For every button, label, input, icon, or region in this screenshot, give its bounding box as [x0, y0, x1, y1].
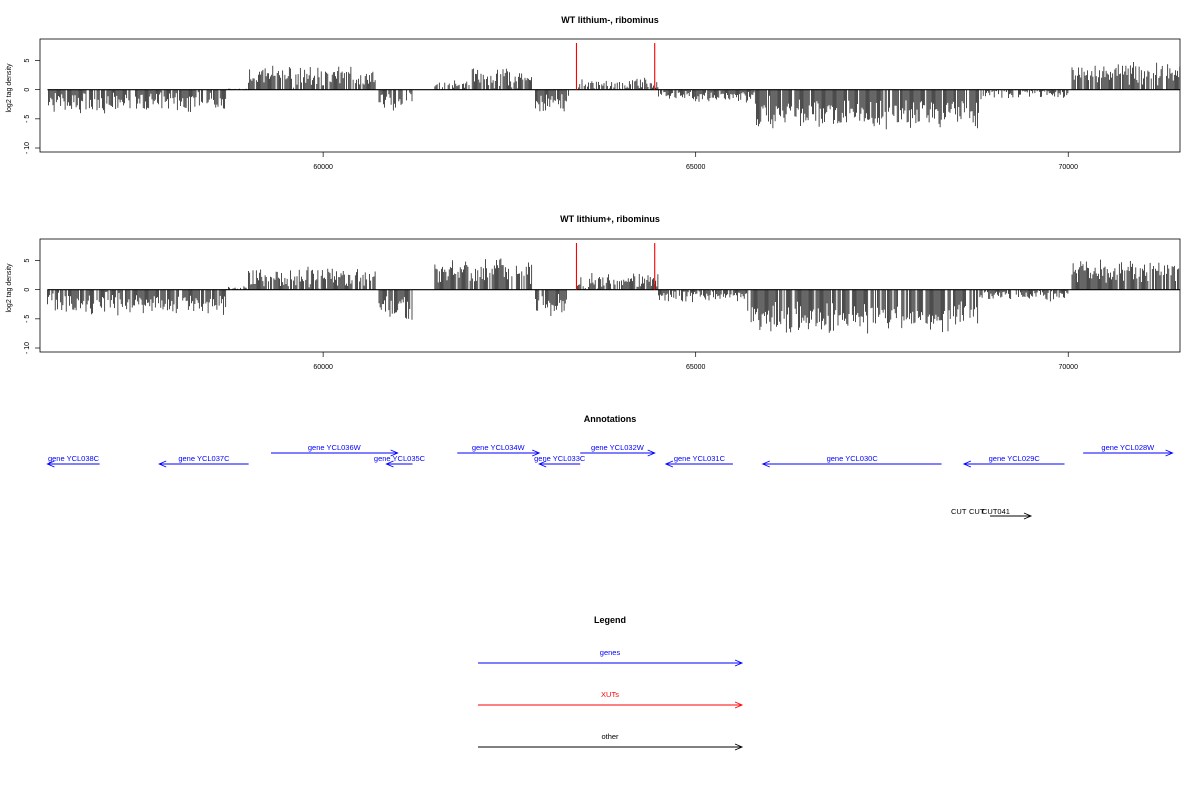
x-tick-label: 60000	[313, 164, 333, 171]
arrow-head	[734, 659, 744, 667]
legend-item: genes	[478, 648, 744, 667]
arrow-head	[734, 701, 744, 709]
x-tick-label: 70000	[1059, 164, 1079, 171]
x-tick-label: 60000	[313, 364, 333, 371]
legend-label: XUTs	[601, 690, 619, 699]
y-tick-label: 0	[24, 288, 31, 292]
gene-arrow: gene YCL030C	[761, 454, 942, 468]
y-tick-label: 5	[24, 258, 31, 262]
panel-title: WT lithium+, ribominus	[560, 214, 660, 224]
density-panel-lithium-minus: WT lithium-, ribominus log2 tag density …	[6, 15, 1181, 171]
clip-mask	[0, 440, 38, 470]
y-axis: - 10 - 5 0 5	[24, 58, 40, 154]
y-tick-label: - 10	[24, 342, 31, 354]
legend-title: Legend	[594, 615, 626, 625]
y-tick-label: - 5	[24, 115, 31, 123]
gene-label: gene YCL032W	[591, 443, 645, 452]
legend-label: other	[601, 732, 619, 741]
x-axis: 60000 65000 70000	[313, 352, 1078, 371]
gene-arrow: gene YCL034W	[457, 443, 541, 457]
arrow-head	[532, 449, 541, 457]
other-arrow	[990, 512, 1033, 520]
y-tick-label: 0	[24, 88, 31, 92]
x-tick-label: 65000	[686, 164, 706, 171]
gene-label: gene YCL030C	[827, 454, 879, 463]
legend-item: other	[478, 732, 744, 751]
gene-label: gene YCL034W	[472, 443, 526, 452]
y-tick-label: - 5	[24, 315, 31, 323]
gene-arrow: gene YCL038C	[46, 454, 100, 468]
arrow-head	[538, 460, 547, 468]
gene-label: gene YCL035C	[374, 454, 426, 463]
gene-label: gene YCL029C	[989, 454, 1041, 463]
y-tick-label: - 10	[24, 142, 31, 154]
plot-frame	[39, 38, 1181, 153]
density-bars	[47, 258, 1180, 334]
annotation-tracks: gene YCL038C gene YCL037C gene YCL036W gene…	[46, 443, 1174, 520]
y-axis-label: log2 tag density	[6, 63, 13, 113]
gene-arrow: gene YCL032W	[580, 443, 656, 457]
arrow-head	[390, 449, 399, 457]
arrow-head	[962, 460, 972, 468]
arrow-head	[158, 460, 167, 468]
arrow-head	[761, 460, 770, 468]
legend-label: genes	[600, 648, 621, 657]
gene-label: gene YCL028W	[1101, 443, 1155, 452]
gene-arrow: gene YCL036W	[270, 443, 399, 457]
gene-arrow: gene YCL028W	[1083, 443, 1174, 457]
legend-item: XUTs	[478, 690, 744, 709]
y-axis: - 10 - 5 0 5	[24, 258, 40, 354]
y-tick-label: 5	[24, 58, 31, 62]
y-axis-label: log2 tag density	[6, 263, 13, 313]
gene-label: gene YCL033C	[534, 454, 586, 463]
x-tick-label: 65000	[686, 364, 706, 371]
gene-label: gene YCL037C	[178, 454, 230, 463]
arrow-head	[46, 460, 55, 468]
arrow-head	[1165, 449, 1174, 457]
arrow-head	[1023, 512, 1033, 520]
density-bars	[47, 62, 1181, 130]
x-tick-label: 70000	[1059, 364, 1079, 371]
gene-arrow: gene YCL031C	[664, 454, 733, 468]
gene-label: gene YCL031C	[674, 454, 726, 463]
arrow-head	[385, 460, 394, 468]
other-label: CUT	[969, 507, 985, 516]
arrow-head	[734, 743, 744, 751]
density-panel-lithium-plus: WT lithium+, ribominus log2 tag density …	[6, 214, 1181, 371]
panel-title: WT lithium-, ribominus	[561, 15, 659, 25]
gene-arrow: gene YCL029C	[962, 454, 1065, 468]
other-label: CUT	[951, 507, 967, 516]
annotations-title: Annotations	[584, 414, 637, 424]
legend-items: genes XUTs other	[478, 648, 744, 751]
arrow-head	[647, 449, 656, 457]
plot-frame	[39, 238, 1181, 353]
gene-label: gene YCL038C	[48, 454, 100, 463]
arrow-head	[664, 460, 674, 468]
annotations-panel: Annotations gene YCL038C gene YCL037Cgene…	[0, 414, 1174, 520]
red-markers	[575, 243, 656, 290]
x-axis: 60000 65000 70000	[313, 152, 1078, 171]
gene-arrow: gene YCL035C	[374, 454, 426, 468]
gene-arrow: gene YCL037C	[158, 454, 249, 468]
red-markers	[575, 43, 656, 90]
other-label: CUT041	[982, 507, 1010, 516]
legend: Legend genes XUTs other	[478, 615, 744, 751]
gene-label: gene YCL036W	[308, 443, 362, 452]
gene-arrow: gene YCL033C	[534, 454, 586, 468]
